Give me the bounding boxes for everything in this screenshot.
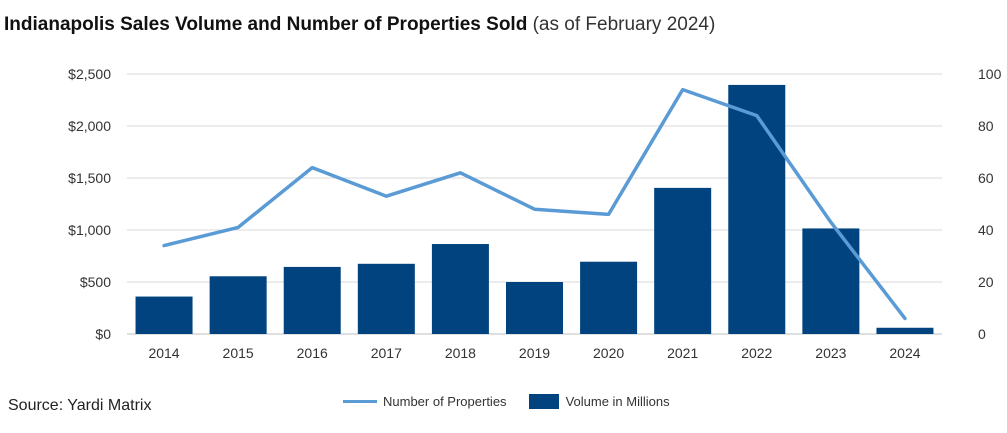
legend-bar-label: Volume in Millions xyxy=(565,394,670,409)
y-right-tick-label: 80 xyxy=(978,118,994,134)
x-tick-label: 2024 xyxy=(889,345,920,361)
x-axis: 2014 2015 2016 2017 2018 2019 2020 2021 2022 2023… xyxy=(148,345,920,361)
source-note: Source: Yardi Matrix xyxy=(8,397,152,414)
bar-series xyxy=(135,84,934,334)
y-left-tick-label: $2,500 xyxy=(68,66,111,82)
y-left-tick-label: $1,000 xyxy=(68,222,111,238)
x-tick-label: 2023 xyxy=(815,345,846,361)
legend-line-swatch xyxy=(343,400,377,403)
x-tick-label: 2018 xyxy=(445,345,476,361)
y-right-tick-label: 40 xyxy=(978,222,994,238)
chart-title: Indianapolis Sales Volume and Number of … xyxy=(4,14,715,36)
chart-title-main: Indianapolis Sales Volume and Number of … xyxy=(4,14,528,35)
legend-line-label: Number of Properties xyxy=(383,394,507,409)
bar xyxy=(876,327,934,334)
y-left-tick-label: $500 xyxy=(80,274,111,290)
bar xyxy=(728,84,786,334)
bar xyxy=(431,244,489,334)
x-tick-label: 2015 xyxy=(223,345,254,361)
y-left-tick-label: $1,500 xyxy=(68,170,111,186)
x-tick-label: 2020 xyxy=(593,345,624,361)
y-right-tick-label: 20 xyxy=(978,274,994,290)
y-right-tick-label: 0 xyxy=(978,326,986,342)
x-tick-label: 2014 xyxy=(148,345,179,361)
x-tick-label: 2019 xyxy=(519,345,550,361)
x-tick-label: 2016 xyxy=(297,345,328,361)
bar xyxy=(580,261,638,334)
x-tick-label: 2021 xyxy=(667,345,698,361)
y-right-tick-label: 100 xyxy=(978,66,1002,82)
y-left-tick-label: $0 xyxy=(95,326,111,342)
legend: Number of Properties Volume in Millions xyxy=(343,394,670,409)
legend-bar-swatch xyxy=(528,394,559,409)
bar xyxy=(283,266,341,334)
bar xyxy=(654,187,712,334)
y-left-tick-label: $2,000 xyxy=(68,118,111,134)
bar xyxy=(802,228,860,334)
y-axis-right: 0 20 40 60 80 100 xyxy=(978,66,1002,342)
bar xyxy=(135,296,193,334)
chart-title-sub: (as of February 2024) xyxy=(532,14,716,35)
bar xyxy=(357,263,415,334)
y-axis-left: $0 $500 $1,000 $1,500 $2,000 $2,500 xyxy=(68,66,111,342)
x-tick-label: 2017 xyxy=(371,345,402,361)
bar xyxy=(209,276,267,334)
y-right-tick-label: 60 xyxy=(978,170,994,186)
bar xyxy=(506,282,563,334)
x-tick-label: 2022 xyxy=(741,345,772,361)
line-series xyxy=(162,87,907,321)
